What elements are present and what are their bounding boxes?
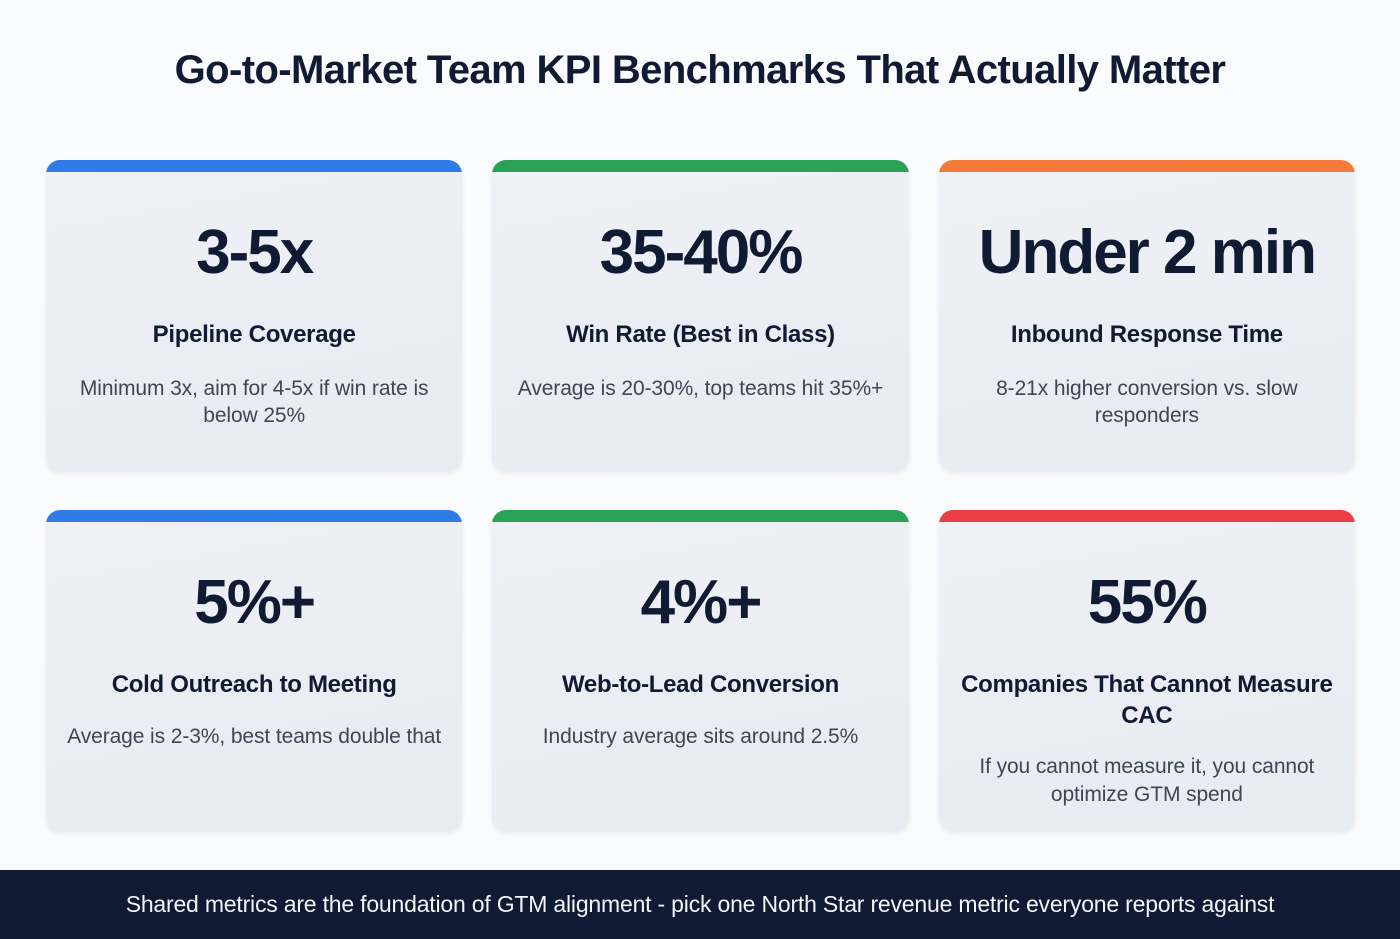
kpi-value: 4%+ xyxy=(640,568,763,637)
kpi-value: Under 2 min xyxy=(978,218,1317,287)
card-accent-bar-green xyxy=(492,510,909,522)
kpi-card-win-rate: 35-40% Win Rate (Best in Class) Average … xyxy=(492,160,909,472)
footer-text: Shared metrics are the foundation of GTM… xyxy=(125,891,1275,917)
kpi-description: Industry average sits around 2.5% xyxy=(542,724,859,748)
kpi-description: If you cannot measure it, you cannot opt… xyxy=(979,755,1315,807)
kpi-card-pipeline-coverage: 3-5x Pipeline Coverage Minimum 3x, aim f… xyxy=(46,160,463,472)
card-accent-bar-blue xyxy=(46,510,463,522)
kpi-card-inbound-response-time: Under 2 min Inbound Response Time 8-21x … xyxy=(938,160,1355,472)
kpi-value: 5%+ xyxy=(194,568,316,637)
card-accent-bar-green xyxy=(492,160,909,172)
kpi-description: Minimum 3x, aim for 4-5x if win rate is … xyxy=(79,376,429,428)
kpi-description: Average is 2-3%, best teams double that xyxy=(67,724,442,748)
card-accent-bar-orange xyxy=(938,160,1355,172)
kpi-value: 55% xyxy=(1087,568,1208,637)
kpi-label: Inbound Response Time xyxy=(1010,321,1283,348)
kpi-label: Win Rate (Best in Class) xyxy=(566,321,835,348)
card-accent-bar-red xyxy=(938,510,1355,522)
kpi-description: Average is 20-30%, top teams hit 35%+ xyxy=(517,376,884,400)
kpi-card-web-to-lead-conversion: 4%+ Web-to-Lead Conversion Industry aver… xyxy=(492,510,909,832)
kpi-label: Web-to-Lead Conversion xyxy=(562,671,839,698)
kpi-value: 3-5x xyxy=(196,218,314,287)
kpi-card-cold-outreach-to-meeting: 5%+ Cold Outreach to Meeting Average is … xyxy=(46,510,463,832)
footer-banner: Shared metrics are the foundation of GTM… xyxy=(0,870,1400,939)
kpi-label: Cold Outreach to Meeting xyxy=(111,671,397,698)
kpi-card-companies-cannot-measure-cac: 55% Companies That Cannot Measure CAC If… xyxy=(938,510,1355,832)
kpi-label: Companies That Cannot Measure CAC xyxy=(961,671,1333,729)
page-title: Go-to-Market Team KPI Benchmarks That Ac… xyxy=(174,48,1226,92)
card-accent-bar-blue xyxy=(46,160,463,172)
kpi-card-grid: 3-5x Pipeline Coverage Minimum 3x, aim f… xyxy=(46,160,1355,832)
kpi-value: 35-40% xyxy=(599,218,804,287)
kpi-description: 8-21x higher conversion vs. slow respond… xyxy=(996,376,1298,428)
kpi-label: Pipeline Coverage xyxy=(152,321,356,348)
